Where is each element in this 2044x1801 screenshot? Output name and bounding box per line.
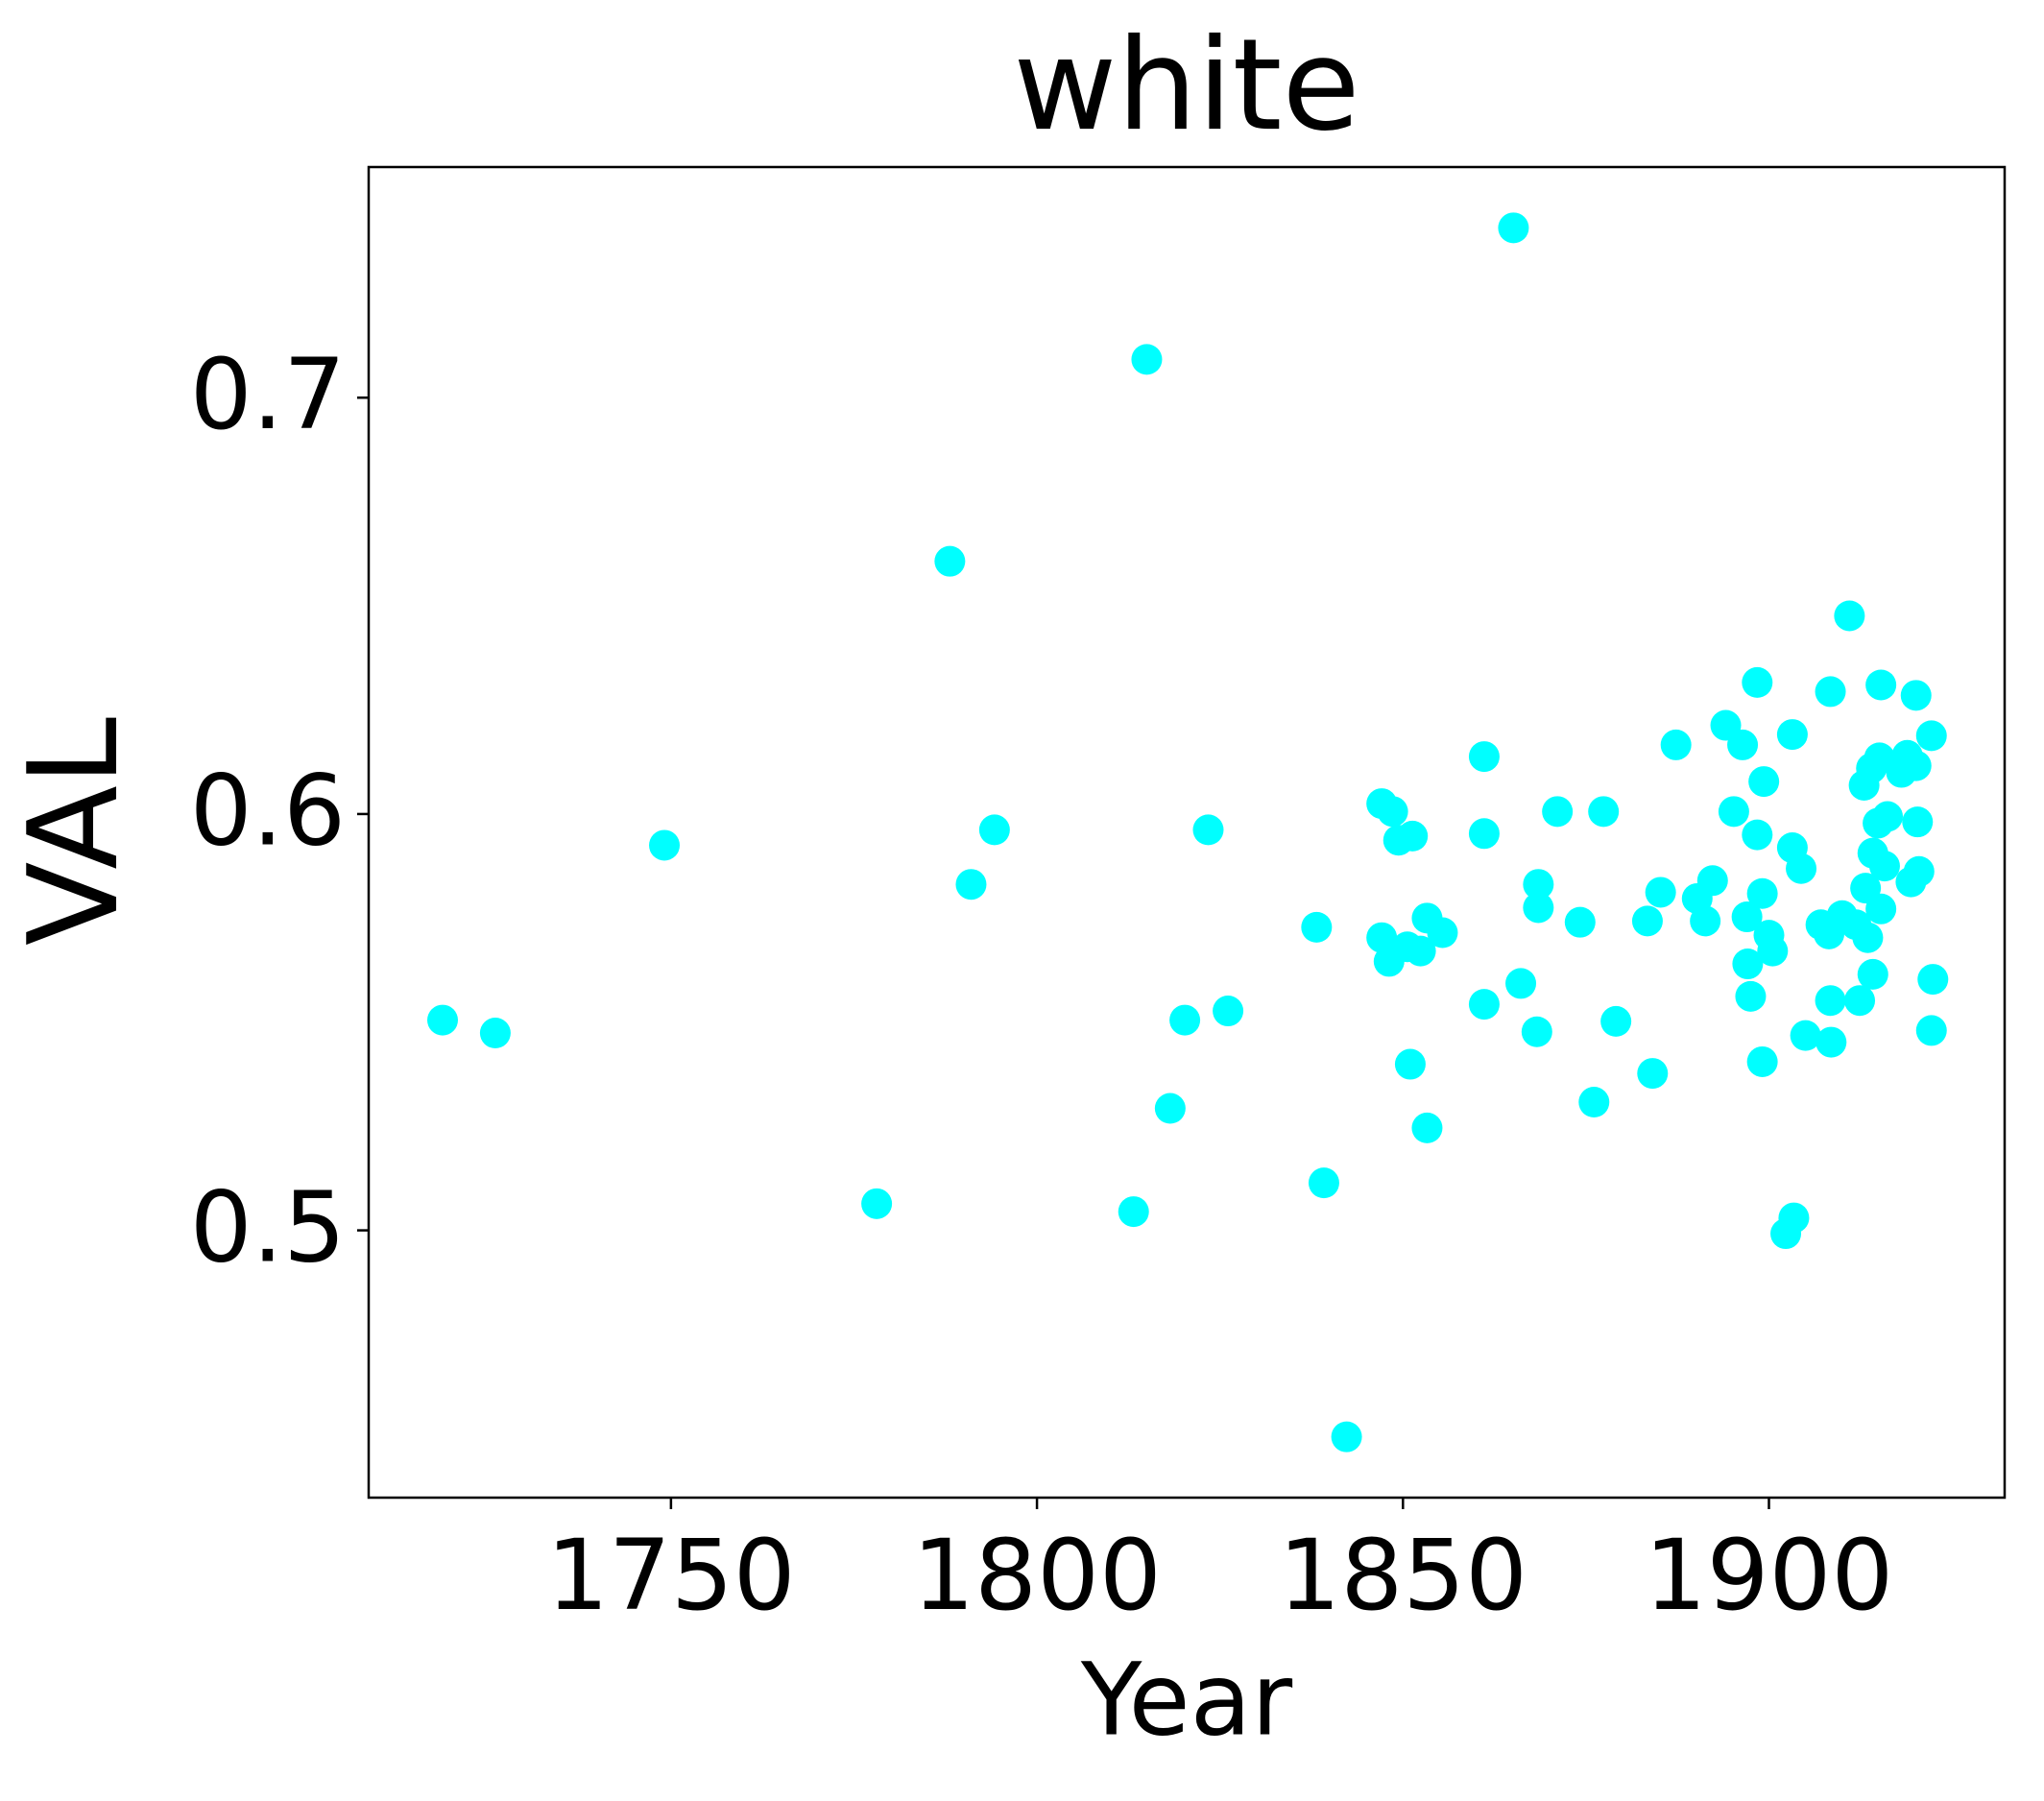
point (1778, 1202, 1810, 1234)
point (1900, 750, 1932, 781)
point (649, 829, 681, 861)
point (1377, 796, 1408, 828)
point (1900, 680, 1932, 711)
point (1727, 729, 1759, 760)
point (1834, 600, 1865, 632)
point (479, 1018, 511, 1049)
point (1523, 869, 1554, 900)
point (1902, 806, 1934, 838)
point (1718, 796, 1749, 828)
point (1865, 669, 1897, 701)
point (1868, 851, 1900, 882)
point (1154, 1093, 1186, 1124)
point (1600, 1005, 1632, 1037)
x-tick-label: 1850 (1278, 1519, 1527, 1633)
point (1505, 968, 1537, 999)
point (1405, 935, 1436, 967)
point (1631, 905, 1663, 937)
chart-title: white (1013, 12, 1359, 159)
y-tick-label: 0.7 (190, 338, 346, 452)
plot-frame (367, 165, 2007, 1500)
point (1872, 801, 1904, 832)
point (1844, 985, 1876, 1017)
point (427, 1004, 459, 1036)
point (1857, 958, 1888, 990)
point (1213, 996, 1244, 1027)
point (1564, 906, 1596, 938)
point (955, 869, 987, 900)
point (1301, 911, 1333, 943)
y-tick-label: 0.6 (190, 755, 346, 869)
point (1645, 876, 1676, 908)
point (1816, 1026, 1847, 1058)
point (1498, 212, 1529, 244)
point (1776, 719, 1808, 751)
point (1169, 1004, 1201, 1036)
y-axis-label: VAL (3, 717, 146, 946)
point (861, 1188, 893, 1219)
point (1588, 796, 1620, 828)
point (1523, 892, 1554, 924)
point (1411, 1112, 1443, 1143)
point (1864, 742, 1895, 774)
point (1118, 1196, 1149, 1228)
point (1748, 766, 1780, 798)
point (1578, 1087, 1610, 1118)
x-tick-label: 1900 (1645, 1519, 1894, 1633)
point (1917, 964, 1949, 996)
point (1915, 1015, 1947, 1046)
point (1542, 796, 1574, 828)
point (1742, 819, 1773, 851)
point (1660, 729, 1692, 760)
point (1915, 720, 1947, 752)
point (1366, 922, 1398, 953)
point (1131, 344, 1163, 375)
point (1696, 865, 1728, 897)
point (1308, 1167, 1339, 1199)
point (1852, 922, 1884, 953)
point (1790, 1020, 1821, 1051)
point (1731, 901, 1763, 933)
point (1427, 917, 1458, 949)
point (1637, 1058, 1669, 1090)
point (1690, 905, 1721, 937)
point (1815, 676, 1846, 708)
point (1865, 893, 1897, 925)
point (1397, 820, 1429, 852)
point (1394, 1048, 1426, 1080)
point (978, 814, 1010, 846)
x-tick-label: 1800 (912, 1519, 1162, 1633)
x-axis-label: Year (1080, 1641, 1292, 1758)
point (1757, 935, 1789, 967)
point (1815, 985, 1846, 1017)
point (1468, 989, 1500, 1021)
point (934, 545, 966, 577)
point (1732, 949, 1764, 980)
point (1742, 666, 1773, 698)
x-tick-label: 1750 (546, 1519, 796, 1633)
point (1786, 852, 1817, 884)
point (1746, 877, 1778, 909)
point (1331, 1421, 1362, 1453)
point (1735, 980, 1767, 1012)
point (1192, 814, 1224, 846)
point (1903, 855, 1935, 887)
y-tick-label: 0.5 (190, 1170, 346, 1285)
point (1468, 741, 1500, 773)
point (1746, 1045, 1778, 1077)
point (1521, 1016, 1552, 1047)
point (1468, 818, 1500, 850)
